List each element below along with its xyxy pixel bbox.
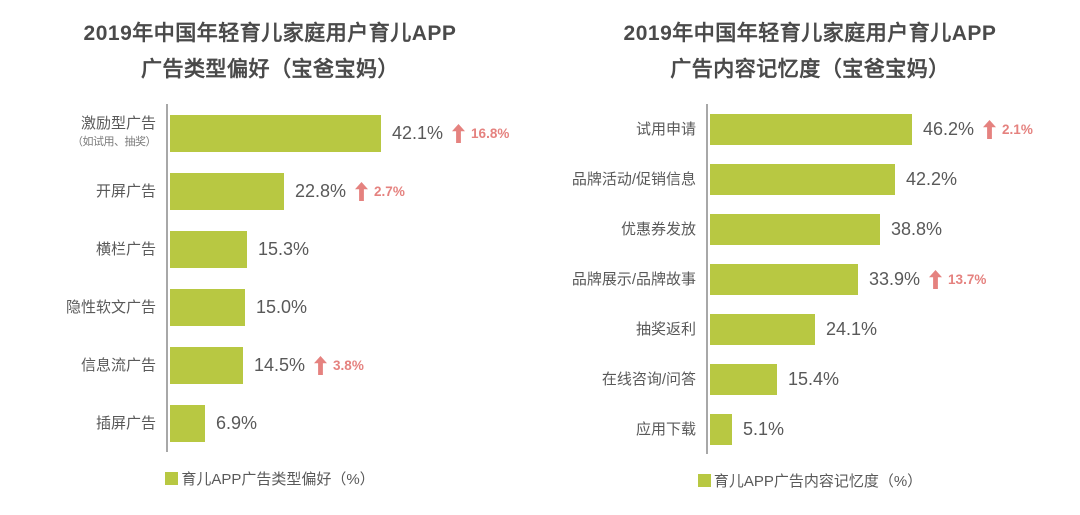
y-axis-line (706, 104, 708, 454)
chart-title-line1: 2019年中国年轻育儿家庭用户育儿APP (83, 22, 457, 45)
bar-plot-area: 15.4% (708, 363, 1080, 395)
bar-row: 横栏广告 15.3% (0, 220, 540, 278)
bar-row: 抽奖返利 24.1% (540, 304, 1080, 354)
value-label: 46.2% (923, 118, 975, 139)
bar (710, 163, 895, 195)
bar-chart-ad-content-recall: 试用申请 46.2% 2.1% 品牌活动/促销信息 42.2% 优惠券发放 38.8% 品牌展… (540, 104, 1080, 454)
bar (170, 230, 247, 268)
bar-plot-area: 38.8% (708, 213, 1080, 245)
bar-row: 隐性软文广告 15.0% (0, 278, 540, 336)
bar-plot-area: 6.9% (168, 404, 540, 442)
bar (710, 213, 880, 245)
value-label: 33.9% (869, 268, 921, 289)
bar (710, 363, 777, 395)
bar (170, 114, 381, 152)
legend-label: 育儿APP广告类型偏好（%） (181, 471, 375, 488)
up-arrow-icon (314, 355, 328, 375)
category-label: 插屏广告 (95, 414, 156, 432)
bar-row: 激励型广告 （如试用、抽奖） 42.1% 16.8% (0, 104, 540, 162)
bar-row: 品牌展示/品牌故事 33.9% 13.7% (540, 254, 1080, 304)
chart-legend: 育儿APP广告内容记忆度（%） (540, 470, 1080, 491)
up-arrow-icon (929, 269, 943, 289)
value-label: 6.9% (216, 412, 258, 433)
bar-plot-area: 5.1% (708, 413, 1080, 445)
bar-row: 开屏广告 22.8% 2.7% (0, 162, 540, 220)
bar-row: 在线咨询/问答 15.4% (540, 354, 1080, 404)
chart-title: 2019年中国年轻育儿家庭用户育儿APP 广告类型偏好（宝爸宝妈） (0, 16, 540, 102)
bar (710, 313, 815, 345)
up-arrow-icon (452, 123, 466, 143)
category-sublabel: （如试用、抽奖） (72, 136, 157, 148)
bar (710, 413, 732, 445)
chart-panel-ad-type-preference: 2019年中国年轻育儿家庭用户育儿APP 广告类型偏好（宝爸宝妈） 激励型广告 （如… (0, 16, 540, 489)
category-label: 优惠券发放 (620, 220, 696, 238)
bar-plot-area: 42.2% (708, 163, 1080, 195)
bar-plot-area: 46.2% 2.1% (708, 113, 1080, 145)
up-arrow-icon (355, 181, 369, 201)
legend-swatch-icon (165, 472, 179, 485)
bar (170, 288, 245, 326)
bar (170, 346, 243, 384)
bar (170, 404, 205, 442)
category-label: 抽奖返利 (635, 320, 696, 338)
bar-plot-area: 24.1% (708, 313, 1080, 345)
category-label: 应用下载 (635, 420, 696, 438)
category-label: 横栏广告 (95, 240, 156, 258)
bar-row: 试用申请 46.2% 2.1% (540, 104, 1080, 154)
bar (710, 263, 858, 295)
y-axis-line (166, 104, 168, 452)
category-label: 品牌活动/促销信息 (571, 170, 696, 188)
chart-title-line2: 广告类型偏好（宝爸宝妈） (141, 58, 399, 81)
category-label: 在线咨询/问答 (601, 370, 696, 388)
bar-row: 信息流广告 14.5% 3.8% (0, 336, 540, 394)
value-label: 22.8% (295, 180, 347, 201)
delta-label: 2.1% (1002, 121, 1033, 137)
bar-plot-area: 14.5% 3.8% (168, 346, 540, 384)
delta-label: 16.8% (471, 125, 510, 141)
category-label: 激励型广告 （如试用、抽奖） (0, 114, 168, 152)
delta-label: 13.7% (948, 271, 987, 287)
bar-row: 优惠券发放 38.8% (540, 204, 1080, 254)
category-label: 品牌展示/品牌故事 (571, 270, 696, 288)
bar-row: 应用下载 5.1% (540, 404, 1080, 454)
delta-label: 2.7% (374, 183, 405, 199)
value-label: 42.2% (906, 168, 958, 189)
bar-row: 品牌活动/促销信息 42.2% (540, 154, 1080, 204)
legend-swatch-icon (697, 474, 711, 487)
value-label: 24.1% (826, 318, 878, 339)
category-label: 隐性软文广告 (65, 298, 156, 316)
bar-plot-area: 15.0% (168, 288, 540, 326)
legend-label: 育儿APP广告内容记忆度（%） (713, 473, 923, 490)
chart-title-line1: 2019年中国年轻育儿家庭用户育儿APP (623, 22, 997, 45)
chart-title-line2: 广告内容记忆度（宝爸宝妈） (670, 58, 950, 81)
chart-panel-ad-content-recall: 2019年中国年轻育儿家庭用户育儿APP 广告内容记忆度（宝爸宝妈） 试用申请 46… (540, 0, 1080, 515)
chart-title: 2019年中国年轻育儿家庭用户育儿APP 广告内容记忆度（宝爸宝妈） (540, 16, 1080, 102)
chart-legend: 育儿APP广告类型偏好（%） (0, 468, 540, 489)
bar-plot-area: 42.1% 16.8% (168, 114, 540, 152)
bar (170, 172, 284, 210)
bar-plot-area: 15.3% (168, 230, 540, 268)
delta-label: 3.8% (333, 357, 364, 373)
category-label: 开屏广告 (95, 182, 156, 200)
value-label: 15.4% (788, 368, 840, 389)
up-arrow-icon (983, 119, 997, 139)
bar-plot-area: 22.8% 2.7% (168, 172, 540, 210)
value-label: 5.1% (743, 418, 785, 439)
value-label: 15.3% (258, 238, 310, 259)
value-label: 38.8% (891, 218, 943, 239)
bar (710, 113, 912, 145)
value-label: 15.0% (256, 296, 308, 317)
category-label: 试用申请 (635, 120, 696, 138)
bar-chart-ad-type-preference: 激励型广告 （如试用、抽奖） 42.1% 16.8% 开屏广告 22.8% 2.7% 横栏广告… (0, 104, 540, 452)
value-label: 42.1% (392, 122, 444, 143)
bar-plot-area: 33.9% 13.7% (708, 263, 1080, 295)
bar-row: 插屏广告 6.9% (0, 394, 540, 452)
category-label: 信息流广告 (80, 356, 156, 374)
value-label: 14.5% (254, 354, 306, 375)
